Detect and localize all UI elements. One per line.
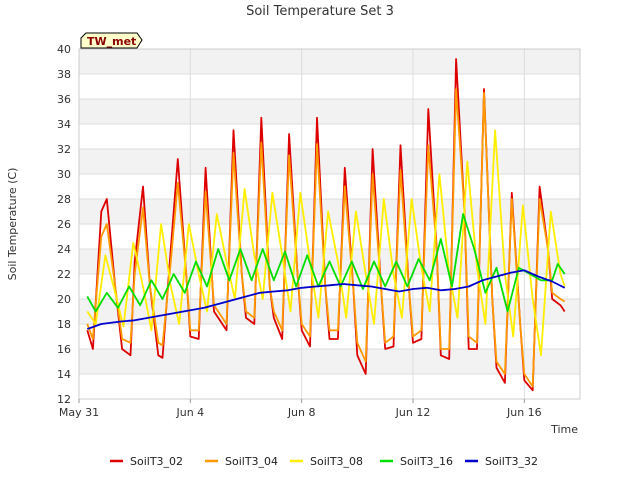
plot-band — [79, 274, 580, 299]
legend-label-SoilT3_32: SoilT3_32 — [485, 455, 538, 468]
x-tick-label: Jun 4 — [175, 406, 204, 419]
y-tick-label: 38 — [57, 68, 71, 81]
y-tick-label: 34 — [57, 118, 71, 131]
plot-frame — [78, 48, 581, 400]
plot-band — [79, 99, 580, 124]
x-tick-label: Jun 12 — [395, 406, 431, 419]
y-tick-label: 40 — [57, 43, 71, 56]
y-tick-label: 22 — [57, 268, 71, 281]
badge-label: TW_met — [87, 35, 136, 48]
x-tick-label: Jun 8 — [287, 406, 316, 419]
y-axis-label: Soil Temperature (C) — [6, 168, 19, 281]
legend-label-SoilT3_02: SoilT3_02 — [130, 455, 183, 468]
y-tick-label: 14 — [57, 368, 71, 381]
series-line-SoilT3_04 — [86, 88, 566, 388]
y-tick-label: 24 — [57, 243, 71, 256]
y-tick-label: 12 — [57, 393, 71, 406]
y-tick-label: 28 — [57, 193, 71, 206]
series-line-SoilT3_08 — [86, 129, 566, 357]
chart-title: Soil Temperature Set 3 — [246, 4, 394, 19]
badge: TW_met — [80, 32, 143, 49]
y-tick-label: 36 — [57, 93, 71, 106]
y-tick-label: 20 — [57, 293, 71, 306]
plot-band — [79, 74, 580, 99]
series-line-SoilT3_32 — [86, 269, 566, 330]
y-tick-label: 32 — [57, 143, 71, 156]
plot-band — [79, 149, 580, 174]
y-tick-label: 26 — [57, 218, 71, 231]
plot-band — [79, 49, 580, 74]
x-tick-label: Jun 16 — [506, 406, 542, 419]
plot-band — [79, 299, 580, 324]
y-tick-label: 30 — [57, 168, 71, 181]
plot-band — [79, 174, 580, 199]
legend-label-SoilT3_08: SoilT3_08 — [310, 455, 363, 468]
plot-band — [79, 124, 580, 149]
y-axis-ticks: 12 14 16 18 20 22 24 26 28 30 32 34 36 38 40 — [57, 43, 71, 406]
series-line-SoilT3_16 — [86, 213, 566, 313]
legend-label-SoilT3_16: SoilT3_16 — [400, 455, 453, 468]
y-tick-label: 18 — [57, 318, 71, 331]
y-tick-label: 16 — [57, 343, 71, 356]
legend-label-SoilT3_04: SoilT3_04 — [225, 455, 278, 468]
x-axis-ticks: May 31 Jun 4 Jun 8 Jun 12 Jun 16 — [59, 399, 542, 419]
plot-band — [79, 374, 580, 399]
series-layer — [86, 58, 566, 392]
x-tick-label: May 31 — [59, 406, 99, 419]
x-axis-label: Time — [550, 423, 578, 436]
plot-band — [79, 224, 580, 249]
legend: SoilT3_02 SoilT3_04 SoilT3_08 SoilT3_16 Soil… — [110, 455, 538, 468]
badge-box — [80, 32, 143, 49]
